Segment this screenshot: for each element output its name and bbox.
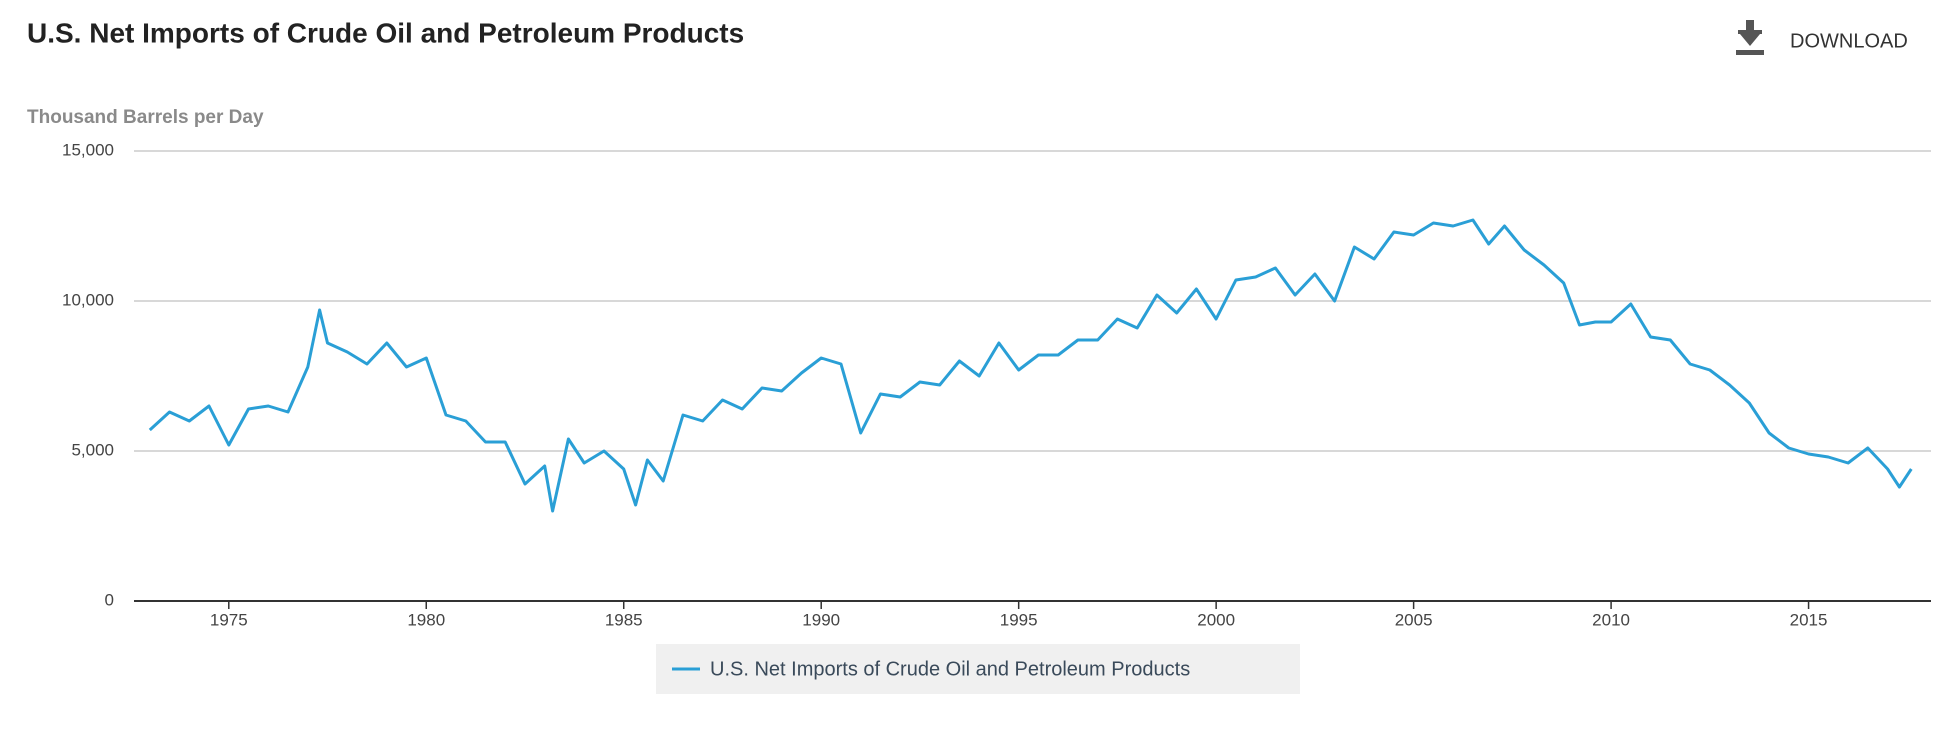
y-tick-label: 10,000 — [62, 290, 114, 309]
y-tick-label: 5,000 — [71, 440, 114, 459]
x-tick-label: 2005 — [1395, 610, 1433, 629]
download-button[interactable]: DOWNLOAD — [1736, 20, 1908, 55]
x-tick-label: 2000 — [1197, 610, 1235, 629]
x-tick-label: 1975 — [210, 610, 248, 629]
x-tick-label: 2015 — [1790, 610, 1828, 629]
y-tick-label: 15,000 — [62, 140, 114, 159]
download-label[interactable]: DOWNLOAD — [1790, 30, 1908, 52]
x-tick-label: 1990 — [802, 610, 840, 629]
legend — [656, 644, 1300, 694]
legend-label: U.S. Net Imports of Crude Oil and Petrol… — [710, 658, 1190, 680]
x-tick-label: 1985 — [605, 610, 643, 629]
chart-title: U.S. Net Imports of Crude Oil and Petrol… — [27, 17, 744, 48]
y-tick-label: 0 — [105, 590, 114, 609]
series-line — [148, 218, 1913, 513]
x-tick-label: 1995 — [1000, 610, 1038, 629]
x-tick-label: 1980 — [407, 610, 445, 629]
x-tick-label: 2010 — [1592, 610, 1630, 629]
axis-title: Thousand Barrels per Day — [27, 107, 264, 128]
